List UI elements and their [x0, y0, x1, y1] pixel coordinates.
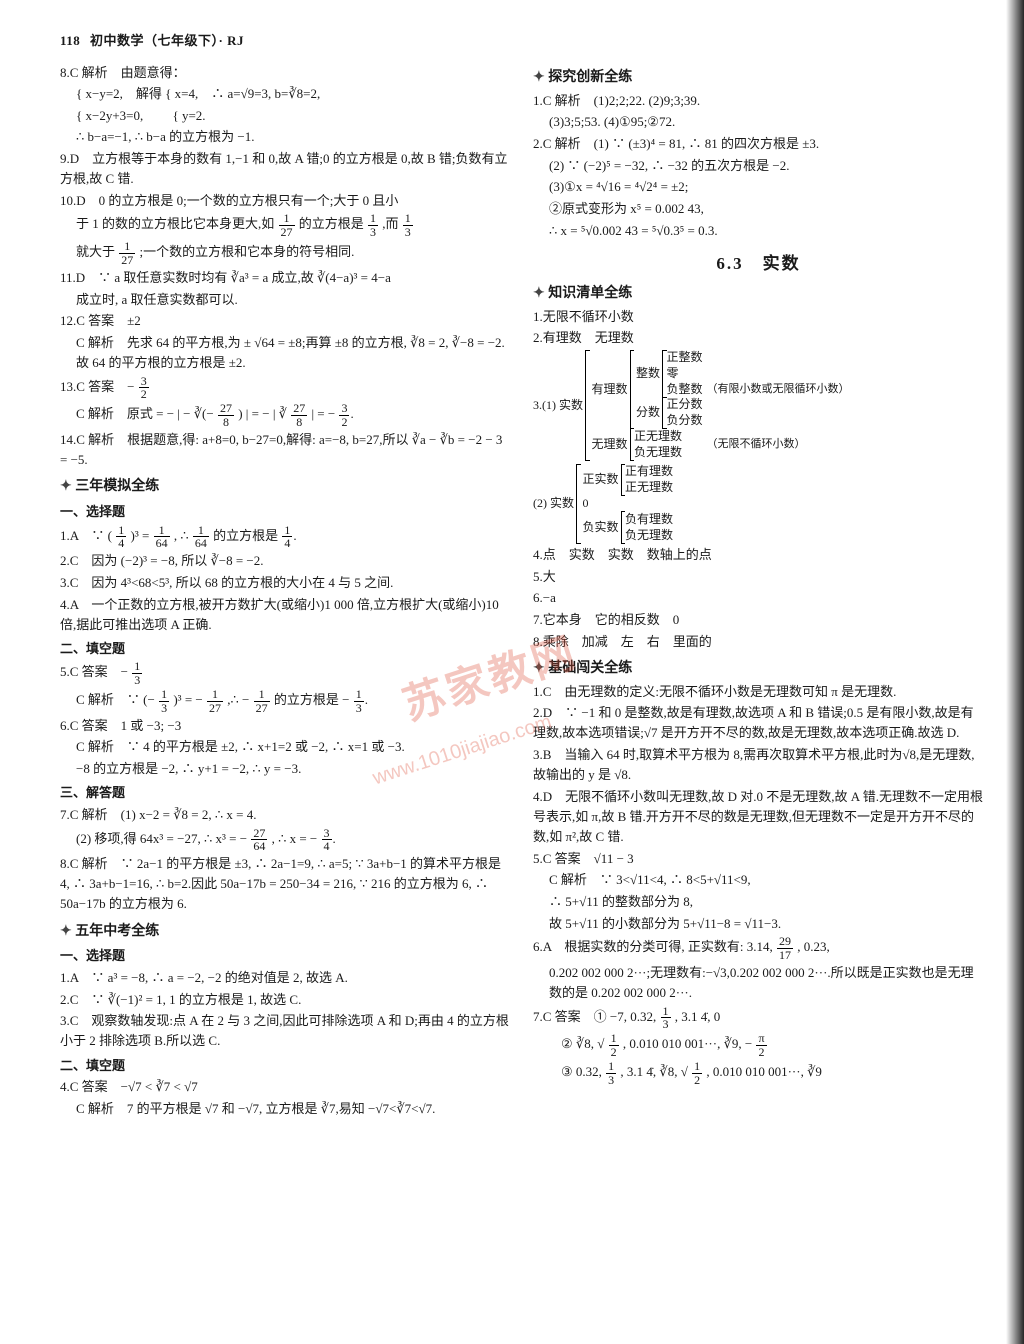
e-problem-2-4: ②原式变形为 x⁵ = 0.002 43,: [533, 199, 984, 219]
b-problem-4: 4.D 无限不循环小数叫无理数,故 D 对.0 不是无理数,故 A 错.无理数不…: [533, 787, 984, 847]
subheading-choice-2: 一、选择题: [60, 946, 511, 966]
z-problem-4-analysis: C 解析 7 的平方根是 √7 和 −√7, 立方根是 ∛7,易知 −√7<∛7…: [60, 1099, 511, 1119]
k-item-2: 2.有理数 无理数: [533, 328, 984, 348]
k-item-8: 8.乘除 加减 左 右 里面的: [533, 632, 984, 652]
problem-12-analysis: C 解析 先求 64 的平方根,为 ± √64 = ±8;再算 ±8 的立方根,…: [60, 333, 511, 373]
k-item-5: 5.大: [533, 567, 984, 587]
y-problem-3: 3.C 因为 4³<68<5³, 所以 68 的立方根的大小在 4 与 5 之间…: [60, 573, 511, 593]
section-explore: 探究创新全练: [533, 67, 984, 89]
b-problem-7-line3: ③ 0.32, 13 , 3.1 4̇, ∛8, √ 12 , 0.010 01…: [533, 1060, 984, 1086]
problem-10-line3: 就大于 127 ;一个数的立方根和它本身的符号相同.: [60, 240, 511, 266]
subheading-solve: 三、解答题: [60, 783, 511, 803]
y-problem-7-part2: (2) 移项,得 64x³ = −27, ∴ x³ = − 2764 , ∴ x…: [60, 827, 511, 853]
subheading-fill-1: 二、填空题: [60, 639, 511, 659]
section-3year: 三年模拟全练: [60, 476, 511, 498]
b-problem-5-analysis2: ∴ 5+√11 的整数部分为 8,: [533, 892, 984, 912]
problem-10-line1: 10.D 0 的立方根是 0;一个数的立方根只有一个;大于 0 且小: [60, 191, 511, 211]
problem-11-line1: 11.D ∵ a 取任意实数时均有 ∛a³ = a 成立,故 ∛(4−a)³ =…: [60, 268, 511, 288]
y-problem-5-analysis: C 解析 ∵ (− 13 )³ = − 127 ,∴ − 127 的立方根是 −…: [60, 688, 511, 714]
section-5year: 五年中考全练: [60, 921, 511, 943]
problem-13-answer: 13.C 答案 − 32: [60, 375, 511, 401]
section-6-3: 6.3 实数: [533, 251, 984, 277]
page-container: 118 初中数学（七年级下）· RJ 8.C 解析 由题意得： { x−y=2,…: [0, 0, 1024, 1344]
page-number: 118: [60, 33, 80, 48]
y-problem-7-part1: 7.C 解析 (1) x−2 = ∛8 = 2, ∴ x = 4.: [60, 805, 511, 825]
problem-11-line2: 成立时, a 取任意实数都可以.: [60, 290, 511, 310]
section-knowledge: 知识清单全练: [533, 283, 984, 305]
two-column-layout: 8.C 解析 由题意得： { x−y=2, 解得 { x=4, ∴ a=√9=3…: [60, 61, 984, 1324]
y-problem-4: 4.A 一个正数的立方根,被开方数扩大(或缩小)1 000 倍,立方根扩大(或缩…: [60, 595, 511, 635]
scan-edge-shadow: [1006, 0, 1024, 1344]
e-problem-2-1: 2.C 解析 (1) ∵ (±3)⁴ = 81, ∴ 81 的四次方根是 ±3.: [533, 134, 984, 154]
right-column: 探究创新全练 1.C 解析 (1)2;2;22. (2)9;3;39. (3)3…: [533, 61, 984, 1324]
e-problem-1b: (3)3;5;53. (4)①95;②72.: [533, 112, 984, 132]
b-problem-5-analysis1: C 解析 ∵ 3<√11<4, ∴ 8<5+√11<9,: [533, 870, 984, 890]
problem-8-conclusion: ∴ b−a=−1, ∴ b−a 的立方根为 −1.: [60, 127, 511, 147]
y-problem-5-answer: 5.C 答案 − 13: [60, 660, 511, 686]
problem-9: 9.D 立方根等于本身的数有 1,−1 和 0,故 A 错;0 的立方根是 0,…: [60, 149, 511, 189]
b-problem-3: 3.B 当输入 64 时,取算术平方根为 8,需再次取算术平方根,此时为√8,是…: [533, 745, 984, 785]
k3-diagram-1: 3.(1) 实数 有理数 整数 正整数 （有限小数或无限循环小数） 零 负整数 …: [533, 350, 984, 461]
e-problem-2-2: (2) ∵ (−2)⁵ = −32, ∴ −32 的五次方根是 −2.: [533, 156, 984, 176]
subheading-choice-1: 一、选择题: [60, 502, 511, 522]
z-problem-2: 2.C ∵ ∛(−1)² = 1, 1 的立方根是 1, 故选 C.: [60, 990, 511, 1010]
page-header: 118 初中数学（七年级下）· RJ: [60, 30, 984, 49]
e-problem-2-3: (3)①x = ⁴√16 = ⁴√2⁴ = ±2;: [533, 177, 984, 197]
k-item-1: 1.无限不循环小数: [533, 307, 984, 327]
problem-13-analysis: C 解析 原式 = − | − ∛(− 278 ) | = − | ∛ 278 …: [60, 402, 511, 428]
k-item-7: 7.它本身 它的相反数 0: [533, 610, 984, 630]
b-problem-5-answer: 5.C 答案 √11 − 3: [533, 849, 984, 869]
b-problem-2: 2.D ∵ −1 和 0 是整数,故是有理数,故选项 A 和 B 错误;0.5 …: [533, 703, 984, 743]
b-problem-7-line2: ② ∛8, √ 12 , 0.010 010 001···, ∛9, − π2: [533, 1032, 984, 1058]
problem-14: 14.C 解析 根据题意,得: a+8=0, b−27=0,解得: a=−8, …: [60, 430, 511, 470]
z-problem-3: 3.C 观察数轴发现:点 A 在 2 与 3 之间,因此可排除选项 A 和 D;…: [60, 1011, 511, 1051]
k3-diagram-2: (2) 实数 正实数 正有理数 正无理数 0 负实数 负有理数 负无理数: [533, 464, 984, 544]
header-title: 初中数学（七年级下）· RJ: [90, 33, 244, 48]
problem-12-answer: 12.C 答案 ±2: [60, 311, 511, 331]
b-problem-5-analysis3: 故 5+√11 的小数部分为 5+√11−8 = √11−3.: [533, 914, 984, 934]
problem-10-line2: 于 1 的数的立方根比它本身更大,如 127 的立方根是 13 ,而 13: [60, 212, 511, 238]
problem-8-system1: { x−y=2, 解得 { x=4, ∴ a=√9=3, b=∛8=2,: [60, 84, 511, 104]
e-problem-2-5: ∴ x = ⁵√0.002 43 = ⁵√0.3⁵ = 0.3.: [533, 221, 984, 241]
z-problem-4-answer: 4.C 答案 −√7 < ∛7 < √7: [60, 1077, 511, 1097]
problem-8-system2: { x−2y+3=0, { y=2.: [60, 106, 511, 126]
b-problem-1: 1.C 由无理数的定义:无限不循环小数是无理数可知 π 是无理数.: [533, 682, 984, 702]
k-item-6: 6.−a: [533, 588, 984, 608]
left-column: 8.C 解析 由题意得： { x−y=2, 解得 { x=4, ∴ a=√9=3…: [60, 61, 511, 1324]
b-problem-6-line1: 6.A 根据实数的分类可得, 正实数有: 3.14, 2917 , 0.23,: [533, 935, 984, 961]
e-problem-1a: 1.C 解析 (1)2;2;22. (2)9;3;39.: [533, 91, 984, 111]
b-problem-6-line2: 0.202 002 000 2···;无理数有:−√3,0.202 002 00…: [533, 963, 984, 1003]
y-problem-6-analysis-a: C 解析 ∵ 4 的平方根是 ±2, ∴ x+1=2 或 −2, ∴ x=1 或…: [60, 737, 511, 757]
b-problem-7-line1: 7.C 答案 ① −7, 0.32, 13 , 3.1 4̇, 0: [533, 1005, 984, 1031]
y-problem-6-analysis-b: −8 的立方根是 −2, ∴ y+1 = −2, ∴ y = −3.: [60, 759, 511, 779]
y-problem-8: 8.C 解析 ∵ 2a−1 的平方根是 ±3, ∴ 2a−1=9, ∴ a=5;…: [60, 854, 511, 914]
section-basic: 基础闯关全练: [533, 658, 984, 680]
y-problem-2: 2.C 因为 (−2)³ = −8, 所以 ∛−8 = −2.: [60, 551, 511, 571]
y-problem-6-answer: 6.C 答案 1 或 −3; −3: [60, 716, 511, 736]
problem-8-head: 8.C 解析 由题意得：: [60, 63, 511, 83]
subheading-fill-2: 二、填空题: [60, 1056, 511, 1076]
z-problem-1: 1.A ∵ a³ = −8, ∴ a = −2, −2 的绝对值是 2, 故选 …: [60, 968, 511, 988]
y-problem-1: 1.A ∵ ( 14 )³ = 164 , ∴ 164 的立方根是 14.: [60, 524, 511, 550]
k-item-4: 4.点 实数 实数 数轴上的点: [533, 545, 984, 565]
